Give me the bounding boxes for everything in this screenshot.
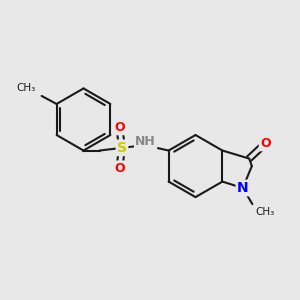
Text: O: O bbox=[114, 121, 125, 134]
Text: N: N bbox=[237, 181, 249, 195]
Text: O: O bbox=[114, 162, 125, 175]
Text: CH₃: CH₃ bbox=[255, 207, 274, 217]
Text: CH₃: CH₃ bbox=[16, 83, 35, 93]
Text: S: S bbox=[117, 141, 127, 155]
Text: O: O bbox=[260, 137, 271, 150]
Text: NH: NH bbox=[135, 136, 156, 148]
